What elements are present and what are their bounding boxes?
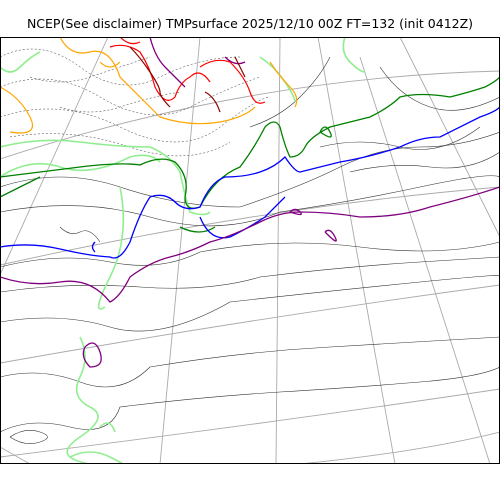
longitude-line — [0, 446, 31, 464]
longitude-line — [159, 37, 201, 464]
latitude-line — [299, 431, 500, 464]
contour-lightgreen — [0, 37, 366, 464]
longitude-line — [0, 37, 109, 276]
contour-black-thin — [0, 56, 500, 444]
contour-blue — [0, 106, 500, 259]
longitude-line — [317, 37, 396, 464]
longitude-line — [275, 37, 281, 464]
contour-darkred — [129, 46, 246, 113]
latitude-line — [0, 186, 500, 266]
latitude-line — [0, 388, 500, 458]
contour-black-dashed — [0, 48, 271, 157]
graticule — [0, 37, 500, 464]
contour-purple — [0, 37, 500, 368]
latitude-line — [0, 70, 500, 160]
contour-orange — [0, 37, 298, 134]
contour-green — [0, 76, 500, 233]
contour-red — [109, 37, 266, 104]
weather-map — [0, 37, 500, 464]
longitude-line — [399, 37, 500, 238]
longitude-line — [359, 56, 491, 464]
map-title: NCEP(See disclaimer) TMPsurface 2025/12/… — [26, 16, 474, 31]
map-frame — [0, 37, 500, 464]
latitude-line — [0, 284, 500, 364]
